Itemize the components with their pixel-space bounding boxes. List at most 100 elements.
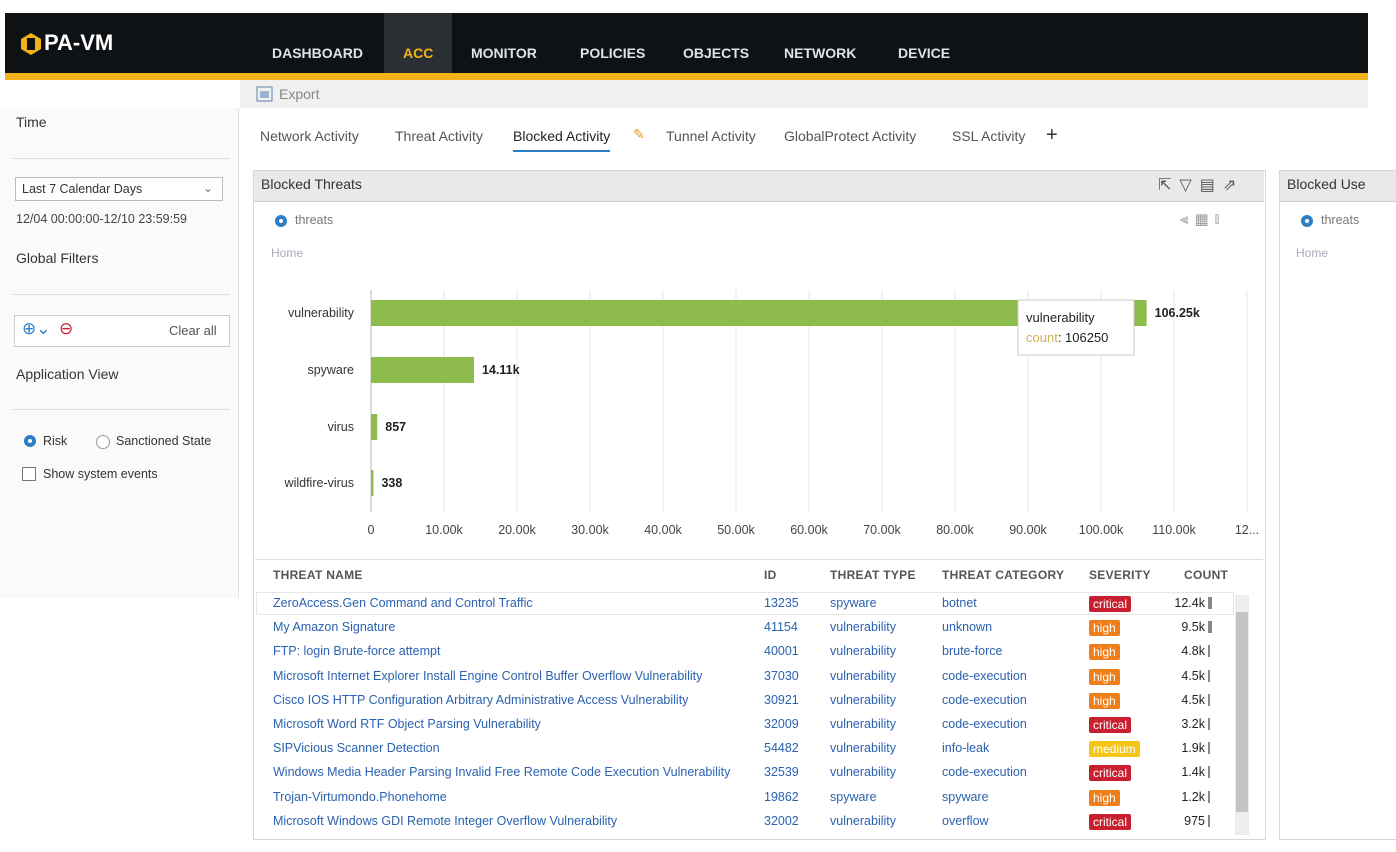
count: 1.2k [1181,789,1205,804]
x-tick-label: 110.00k [1152,523,1196,537]
table-cell: code-execution [942,668,1027,683]
table-cell[interactable]: Cisco IOS HTTP Configuration Arbitrary A… [273,692,689,707]
count-bar [1208,693,1210,706]
severity-badge: high [1089,668,1120,685]
separator [12,409,230,410]
table-cell: 41154 [764,620,798,635]
clear-all[interactable]: Clear all [169,323,217,338]
nav-tab[interactable]: NETWORK [784,45,857,61]
activity-tab[interactable]: Tunnel Activity [666,128,756,144]
column-header: THREAT NAME [273,568,363,582]
table-cell: overflow [942,813,989,828]
table-cell[interactable]: Microsoft Internet Explorer Install Engi… [273,668,703,683]
filter-box [14,315,230,347]
activity-tab[interactable]: Threat Activity [395,128,483,144]
table-cell: code-execution [942,765,1027,780]
separator [12,158,230,159]
table-cell: 19862 [764,789,799,804]
x-tick-label: 12... [1235,523,1259,537]
column-header: THREAT CATEGORY [942,568,1065,582]
panel-header [1280,171,1396,202]
panel-actions[interactable]: ⇱▽▤⇗ [1158,177,1245,194]
time-select[interactable] [15,177,223,201]
system-events-checkbox[interactable] [22,467,36,481]
table-cell[interactable]: SIPVicious Scanner Detection [273,741,440,756]
chart-view-icons[interactable]: ⫷▦⫾ [1180,211,1226,228]
risk-radio[interactable] [24,435,36,447]
count-bar [1208,814,1210,827]
activity-tab[interactable]: Blocked Activity [513,128,611,152]
table-cell[interactable]: ZeroAccess.Gen Command and Control Traff… [273,596,533,610]
table-cell[interactable]: Trojan-Virtumondo.Phonehome [273,789,447,804]
scroll-thumb[interactable] [1236,612,1248,812]
sanctioned-radio[interactable] [96,435,110,449]
remove-filter[interactable]: ⊖ [59,319,74,338]
y-tick-label: virus [328,420,354,434]
severity-badge: high [1089,692,1120,709]
x-tick-label: 60.00k [790,523,828,537]
table-cell: brute-force [942,644,1003,659]
data-label: 106.25k [1155,306,1200,320]
data-label: 14.11k [482,363,520,377]
table-cell: spyware [830,596,877,610]
table-cell: vulnerability [830,813,897,828]
table-cell: 32002 [764,813,799,828]
threats-label: threats [295,213,334,227]
activity-tab[interactable]: GlobalProtect Activity [784,128,917,144]
table-cell[interactable]: FTP: login Brute-force attempt [273,644,441,659]
table-cell: vulnerability [830,741,897,756]
nav-tab[interactable]: DASHBOARD [272,45,363,61]
threats-radio[interactable] [1301,215,1313,227]
table-cell: botnet [942,596,977,610]
count: 4.8k [1181,644,1205,659]
nav-tab[interactable]: MONITOR [471,45,537,61]
add-tab[interactable]: + [1046,124,1058,146]
x-tick-label: 70.00k [863,523,901,537]
count-bar [1208,790,1210,803]
severity-badge: medium [1089,741,1140,758]
y-tick-label: vulnerability [288,306,355,320]
tooltip-title: vulnerability [1026,310,1095,325]
table-cell: code-execution [942,717,1027,731]
activity-tab[interactable]: SSL Activity [952,128,1026,144]
tooltip-box [1017,299,1135,356]
count: 3.2k [1181,717,1205,731]
nav-tab[interactable]: OBJECTS [683,45,750,61]
count-bar [1208,645,1210,658]
table-top-border [255,559,1263,560]
severity-badge: critical [1089,765,1132,782]
breadcrumb[interactable]: Home [1296,246,1329,260]
count: 1.4k [1181,765,1205,780]
export-button[interactable]: Export [279,86,320,102]
table-cell[interactable]: My Amazon Signature [273,620,396,635]
table-cell: 30921 [764,692,799,707]
add-filter[interactable]: ⊕⌄ [22,319,51,338]
data-label: 338 [381,476,402,490]
bar [371,357,475,383]
logo: PA-VM [44,30,114,55]
nav-tab[interactable]: ACC [403,45,434,61]
activity-tab[interactable]: Network Activity [260,128,359,144]
count-bar [1208,766,1210,779]
nav-tab[interactable]: DEVICE [898,45,951,61]
edit-icon[interactable]: ✎ [633,126,645,142]
severity-badge: high [1089,789,1120,806]
table-cell[interactable]: Microsoft Windows GDI Remote Integer Ove… [273,813,618,828]
table-cell[interactable]: Windows Media Header Parsing Invalid Fre… [273,765,731,780]
threats-radio[interactable] [275,215,287,227]
time-select-text: Last 7 Calendar Days [22,182,143,196]
count-bar [1208,669,1210,682]
breadcrumb[interactable]: Home [271,246,304,260]
nav-tab[interactable]: POLICIES [580,45,646,61]
table-cell: 37030 [764,668,799,683]
top-bar [5,13,1368,73]
column-header: COUNT [1184,568,1229,582]
table-cell: unknown [942,620,993,635]
time-label: Time [16,114,47,130]
table-cell: info-leak [942,741,990,756]
table-cell: vulnerability [830,668,897,683]
table-cell: code-execution [942,692,1027,707]
table-cell[interactable]: Microsoft Word RTF Object Parsing Vulner… [273,717,541,731]
export-icon[interactable] [256,85,274,103]
